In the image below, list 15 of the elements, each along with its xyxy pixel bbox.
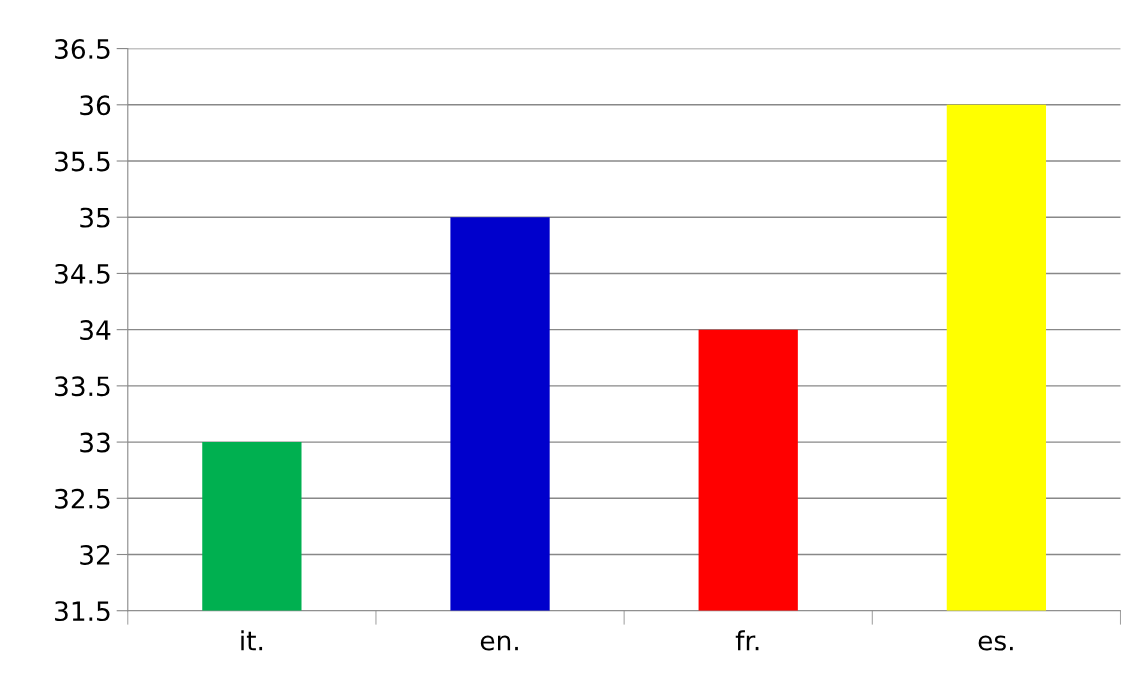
y-tick-label: 32 (80, 544, 110, 565)
y-tick-label: 31.5 (55, 601, 110, 622)
y-tick-label: 34.5 (55, 263, 110, 284)
x-tick-label: fr. (735, 630, 759, 651)
x-tick-label: it. (241, 630, 263, 651)
y-tick-label: 32.5 (55, 488, 110, 509)
y-tick-label: 35.5 (55, 151, 110, 172)
y-tick-label: 34 (80, 320, 111, 341)
x-tick-label: es. (978, 635, 1013, 651)
y-tick-label: 36 (80, 95, 111, 116)
x-tick-label: en. (480, 635, 518, 651)
y-tick-label: 36.5 (55, 39, 110, 59)
y-tick-label: 35 (80, 207, 110, 228)
y-tick-label: 33 (80, 432, 110, 453)
y-tick-label: 33.5 (55, 376, 110, 397)
